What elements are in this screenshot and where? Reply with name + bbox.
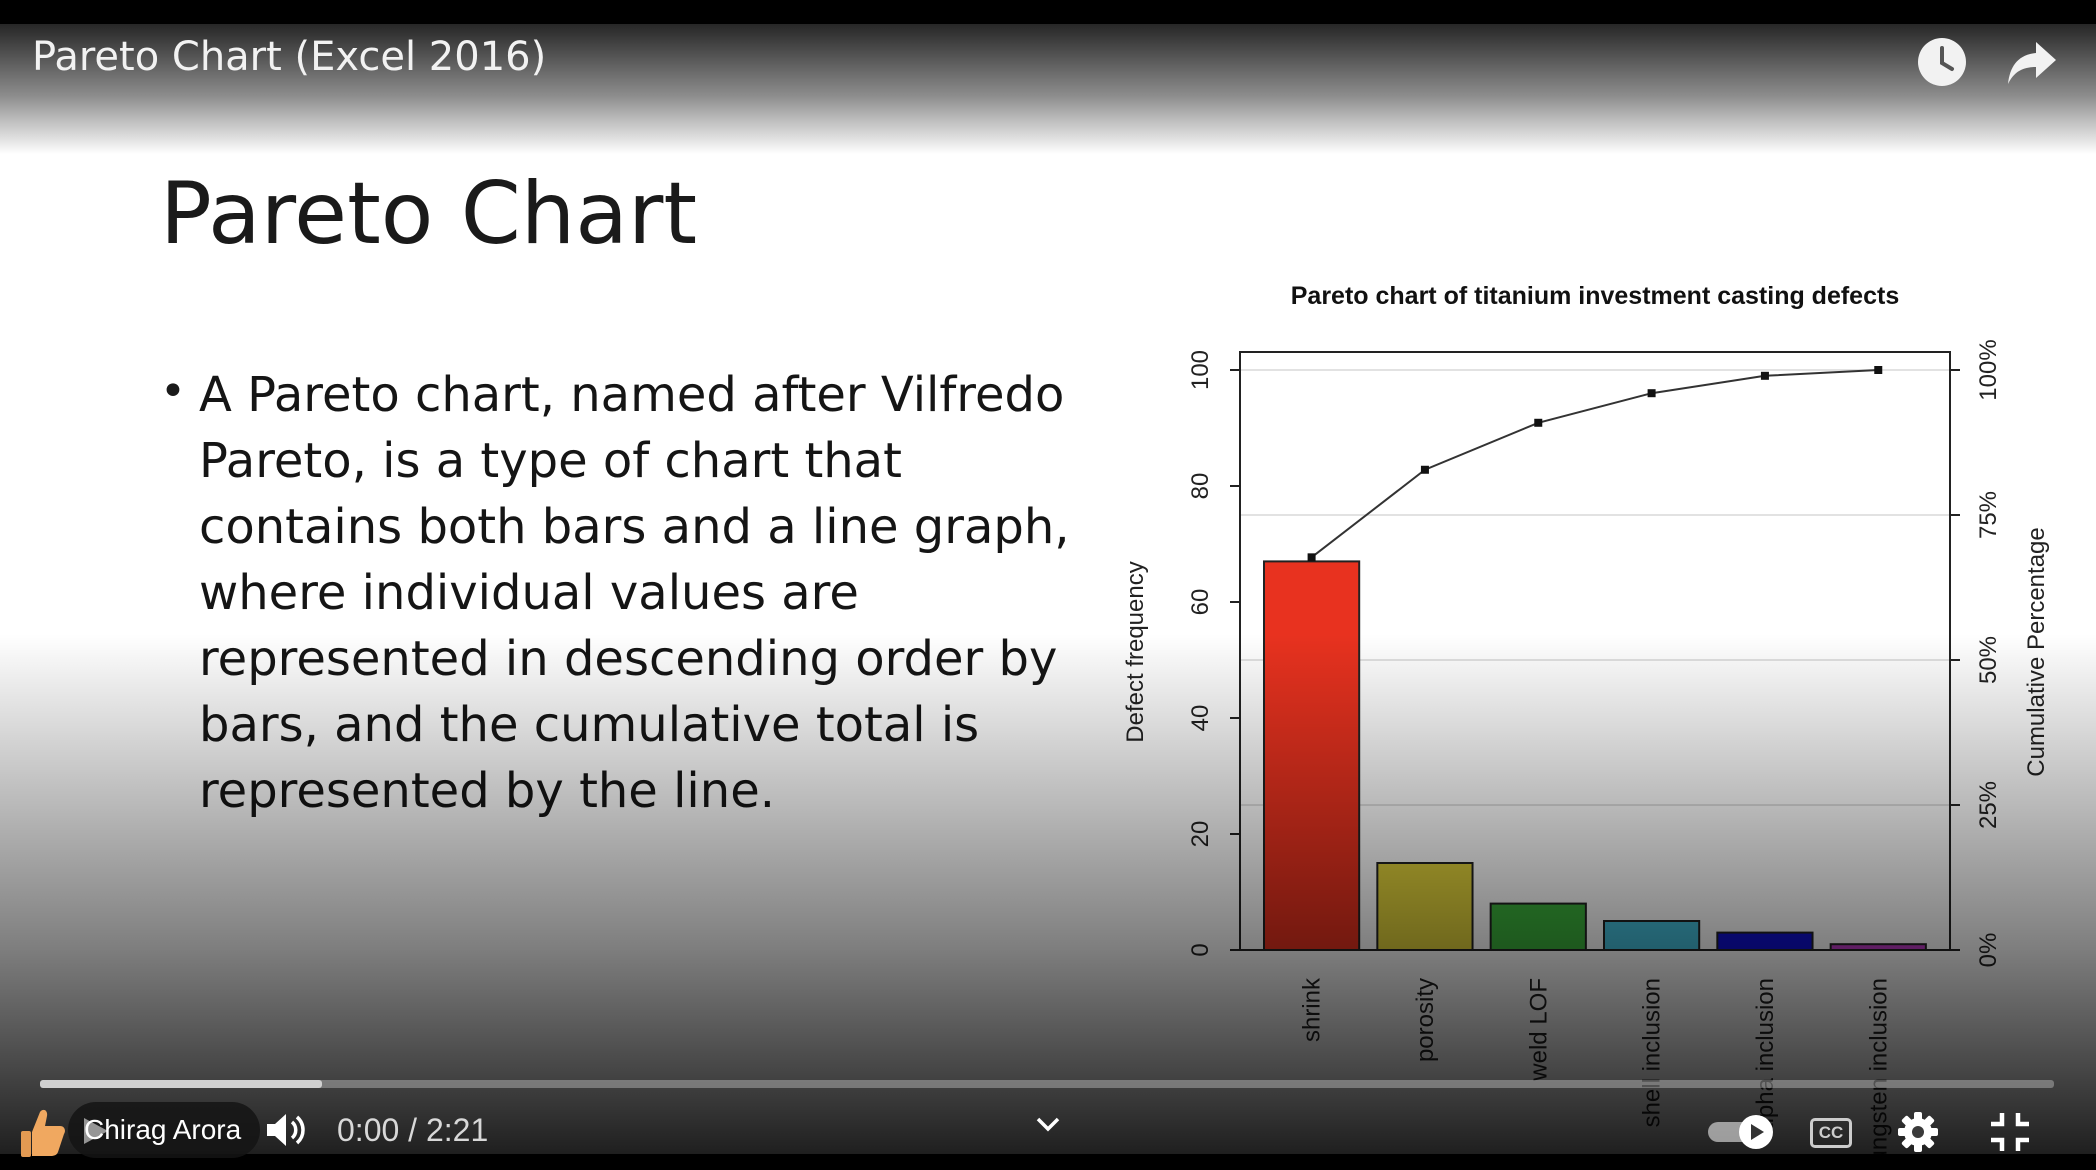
y-tick-label: 80	[1187, 473, 1214, 500]
y2-tick-label: 25%	[1975, 781, 2002, 829]
x-tick-label: shrink	[1299, 977, 1326, 1042]
y-tick-label: 0	[1187, 943, 1214, 956]
bar-porosity	[1376, 862, 1474, 951]
cumulative-point	[1647, 389, 1656, 398]
like-icon[interactable]	[18, 1104, 68, 1160]
channel-name[interactable]: Chirag Arora	[84, 1114, 242, 1145]
slide-bullet-text: A Pareto chart, named after Vilfredo Par…	[199, 367, 1070, 819]
cumulative-point	[1420, 465, 1429, 474]
time-total: 2:21	[425, 1112, 489, 1148]
y2-tick-label: 0%	[1975, 933, 2002, 968]
y2-axis-label: Cumulative Percentage	[2023, 527, 2050, 776]
time-readout: 0:00 / 2:21	[337, 1112, 488, 1149]
share-arrow-icon[interactable]	[2004, 34, 2060, 90]
cumulative-point	[1874, 366, 1883, 374]
progress-buffered	[40, 1080, 322, 1088]
y2-tick-label: 75%	[1975, 491, 2002, 539]
bar-shell-inclusion	[1603, 920, 1701, 951]
clock-icon[interactable]	[1914, 34, 1970, 90]
pareto-chart: Pareto chart of titanium investment cast…	[1122, 282, 2050, 1154]
cc-label: CC	[1818, 1123, 1844, 1142]
bullet-dot: •	[160, 366, 186, 417]
player-controls: Chirag Arora 0:00 / 2:21 CC	[0, 1096, 2096, 1166]
y2-tick-label: 50%	[1975, 636, 2002, 684]
y-tick-label: 100	[1187, 350, 1214, 390]
y2-tick-label: 100%	[1975, 339, 2002, 400]
fullscreen-exit-icon[interactable]	[1988, 1110, 2032, 1154]
y-tick-label: 20	[1187, 821, 1214, 848]
x-tick-label: porosity	[1412, 978, 1439, 1062]
chart-bars	[1263, 560, 1927, 952]
bar-weld-LOF	[1489, 902, 1587, 951]
settings-icon[interactable]	[1896, 1110, 1940, 1154]
progress-bar[interactable]	[40, 1080, 2054, 1088]
autoplay-toggle[interactable]	[1706, 1112, 1780, 1152]
y-tick-label: 60	[1187, 589, 1214, 616]
cumulative-line	[1307, 366, 1883, 562]
channel-pill[interactable]: Chirag Arora	[68, 1102, 260, 1158]
cumulative-point	[1760, 371, 1769, 380]
time-separator: /	[408, 1112, 418, 1148]
cumulative-point	[1534, 418, 1543, 427]
chevron-down-icon[interactable]	[1034, 1114, 1062, 1134]
chart-title: Pareto chart of titanium investment cast…	[1291, 282, 1899, 310]
time-current: 0:00	[337, 1112, 400, 1148]
slide-frame[interactable]: Pareto Chart • A Pareto chart, named aft…	[0, 24, 2096, 1154]
x-tick-label: weld LOF	[1525, 978, 1552, 1082]
y-axis-label: Defect frequency	[1122, 561, 1149, 742]
cc-icon[interactable]: CC	[1810, 1118, 1852, 1148]
bar-alpha-inclusion	[1716, 931, 1814, 951]
video-title[interactable]: Pareto Chart (Excel 2016)	[32, 34, 547, 80]
cumulative-point	[1307, 553, 1316, 562]
play-icon[interactable]	[82, 1116, 110, 1146]
y-tick-label: 40	[1187, 705, 1214, 732]
slide-title: Pareto Chart	[160, 164, 698, 264]
bar-shrink	[1263, 560, 1361, 951]
cumulative-polyline	[1310, 369, 1879, 559]
volume-icon[interactable]	[264, 1110, 308, 1150]
